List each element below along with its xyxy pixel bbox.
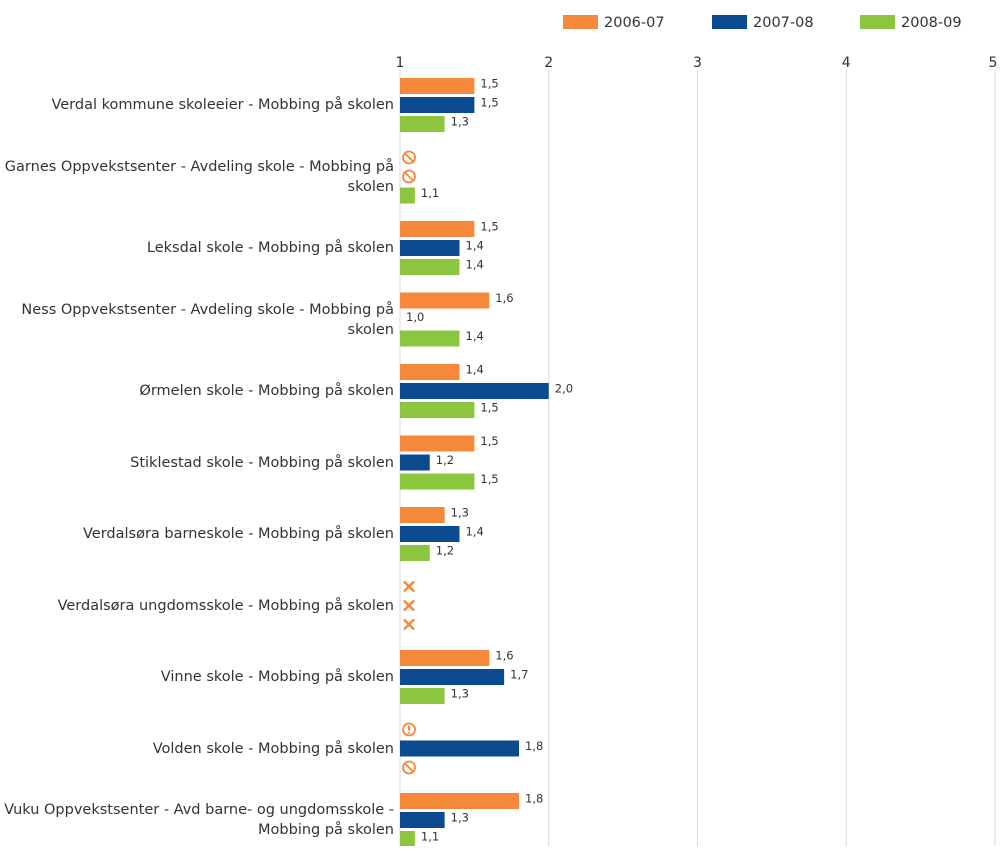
value-label: 1,5 bbox=[480, 96, 498, 110]
bar bbox=[400, 292, 490, 309]
category-label: Verdalsøra ungdomsskole - Mobbing på sko… bbox=[57, 597, 394, 614]
bar bbox=[400, 259, 460, 275]
category-label: Verdalsøra barneskole - Mobbing på skole… bbox=[83, 526, 394, 542]
missing-icon bbox=[402, 760, 416, 775]
value-label: 1,7 bbox=[510, 668, 528, 682]
icon-ring bbox=[402, 760, 416, 775]
category-label: Volden skole - Mobbing på skolen bbox=[152, 740, 394, 757]
icon-ring bbox=[402, 150, 416, 165]
value-label: 1,3 bbox=[451, 687, 469, 701]
bar bbox=[400, 330, 460, 347]
category-label: Leksdal skole - Mobbing på skolen bbox=[146, 240, 394, 256]
value-label: 1,4 bbox=[466, 239, 484, 253]
bar bbox=[400, 793, 519, 809]
legend-swatch bbox=[860, 15, 895, 29]
bar bbox=[400, 240, 460, 256]
value-label: 1,1 bbox=[421, 186, 439, 200]
category-label: Vinne skole - Mobbing på skolen bbox=[160, 669, 394, 685]
value-label: 1,4 bbox=[466, 525, 484, 539]
icon-stroke bbox=[403, 580, 415, 593]
value-label: 1,3 bbox=[451, 506, 469, 520]
category-label: Ness Oppvekstsenter - Avdeling skole - M… bbox=[21, 301, 394, 338]
bar bbox=[400, 116, 445, 132]
x-tick-label: 1 bbox=[396, 55, 405, 71]
value-label: 1,5 bbox=[480, 220, 498, 234]
bar bbox=[400, 78, 475, 94]
bar bbox=[400, 454, 430, 471]
category-label: Garnes Oppvekstsenter - Avdeling skole -… bbox=[4, 158, 394, 195]
bar bbox=[400, 545, 430, 561]
bar bbox=[400, 187, 415, 204]
icon-ring bbox=[402, 722, 416, 737]
value-label: 1,2 bbox=[436, 453, 454, 467]
bar bbox=[400, 526, 460, 542]
value-label: 1,0 bbox=[406, 310, 424, 324]
legend-swatch bbox=[712, 15, 747, 29]
missing-icon bbox=[403, 599, 415, 612]
value-label: 1,4 bbox=[466, 329, 484, 343]
icon-stroke bbox=[404, 171, 414, 182]
value-label: 1,5 bbox=[480, 77, 498, 91]
value-label: 2,0 bbox=[555, 382, 573, 396]
bar bbox=[400, 221, 475, 237]
category-label: Stiklestad skole - Mobbing på skolen bbox=[130, 454, 394, 471]
bar bbox=[400, 507, 445, 523]
value-label: 1,3 bbox=[451, 115, 469, 129]
bar bbox=[400, 669, 505, 685]
value-label: 1,3 bbox=[451, 811, 469, 825]
value-label: 1,8 bbox=[525, 792, 543, 806]
missing-icon bbox=[403, 580, 415, 593]
value-label: 1,5 bbox=[480, 434, 498, 448]
value-label: 1,4 bbox=[466, 258, 484, 272]
bar bbox=[400, 688, 445, 704]
category-label: Ørmelen skole - Mobbing på skolen bbox=[139, 383, 394, 399]
category-label: Verdal kommune skoleeier - Mobbing på sk… bbox=[51, 97, 394, 113]
icon-stroke bbox=[404, 762, 414, 773]
legend-swatch bbox=[563, 15, 598, 29]
icon-ring bbox=[402, 169, 416, 184]
value-label: 1,5 bbox=[480, 401, 498, 415]
icon-stroke bbox=[403, 618, 415, 631]
bar bbox=[400, 364, 460, 380]
missing-icon bbox=[402, 169, 416, 184]
bar bbox=[400, 435, 475, 452]
bar bbox=[400, 831, 415, 846]
x-tick-label: 2 bbox=[544, 55, 553, 71]
legend-label: 2006-07 bbox=[604, 15, 665, 31]
bar bbox=[400, 650, 490, 666]
bar bbox=[400, 383, 549, 399]
value-label: 1,6 bbox=[495, 291, 513, 305]
bar bbox=[400, 812, 445, 828]
x-tick-label: 4 bbox=[842, 55, 851, 71]
legend-label: 2008-09 bbox=[901, 15, 962, 31]
bar bbox=[400, 97, 475, 113]
value-label: 1,8 bbox=[525, 739, 543, 753]
bar bbox=[400, 402, 475, 418]
icon-dot bbox=[408, 732, 410, 734]
x-tick-label: 5 bbox=[989, 55, 998, 71]
missing-icon bbox=[402, 150, 416, 165]
bar bbox=[400, 740, 519, 757]
x-tick-label: 3 bbox=[693, 55, 702, 71]
value-label: 1,2 bbox=[436, 544, 454, 558]
missing-icon bbox=[403, 618, 415, 631]
icon-stroke bbox=[403, 599, 415, 612]
bar bbox=[400, 473, 475, 490]
value-label: 1,4 bbox=[466, 363, 484, 377]
legend-label: 2007-08 bbox=[753, 15, 814, 31]
value-label: 1,6 bbox=[495, 649, 513, 663]
missing-icon bbox=[402, 722, 416, 737]
value-label: 1,5 bbox=[480, 472, 498, 486]
category-label: Vuku Oppvekstsenter - Avd barne- og ungd… bbox=[4, 802, 394, 838]
icon-stroke bbox=[404, 152, 414, 163]
value-label: 1,1 bbox=[421, 830, 439, 844]
